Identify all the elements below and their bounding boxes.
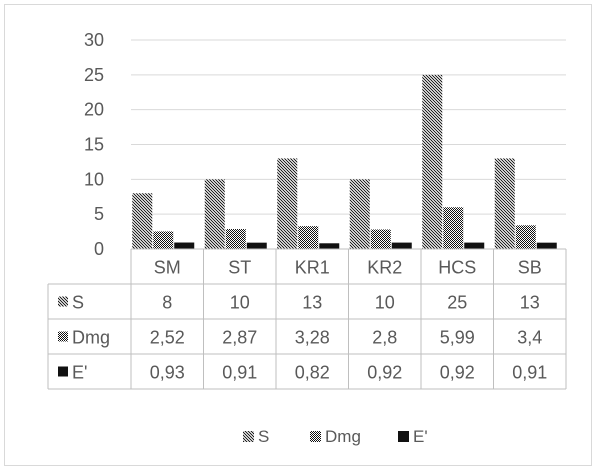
table-value: 2,8 [372,328,397,348]
bar-e-hcs [464,242,485,249]
table-series-label: S [72,293,84,313]
bar-dmg-kr2 [370,229,391,249]
bar-dmg-hcs [443,207,464,249]
legend-label: Dmg [325,427,361,446]
legend-key [310,431,321,442]
table-series-label: Dmg [72,328,110,348]
chart-border [4,4,592,466]
table-value: 8 [162,293,172,313]
y-tick-label: 20 [84,100,104,120]
table-value: 0,91 [512,363,547,383]
bar-e-kr2 [391,242,412,249]
y-tick-label: 0 [94,239,104,259]
bar-s-sm [132,193,153,249]
table-value: 0,93 [150,363,185,383]
bar-e-st [246,242,267,249]
category-label: KR1 [295,258,330,278]
table-value: 10 [230,293,250,313]
legend-key [243,431,254,442]
table-value: 0,82 [295,363,330,383]
table-value: 10 [375,293,395,313]
table-value: 2,52 [150,328,185,348]
table-value: 0,92 [440,363,475,383]
bar-e-kr1 [319,243,340,249]
table-value: 0,92 [367,363,402,383]
bar-dmg-kr1 [298,226,319,249]
bar-dmg-sm [153,231,174,249]
table-value: 25 [447,293,467,313]
category-label: SB [518,258,542,278]
y-tick-label: 25 [84,65,104,85]
bar-s-st [204,179,225,249]
category-label: KR2 [367,258,402,278]
y-tick-label: 5 [94,204,104,224]
y-tick-label: 30 [84,30,104,50]
table-legend-key [58,366,68,377]
legend-label: S [258,427,269,446]
legend-label: E' [413,427,428,446]
table-value: 13 [520,293,540,313]
y-tick-label: 15 [84,135,104,155]
category-label: HCS [438,258,476,278]
table-value: 3,4 [517,328,542,348]
table-series-label: E' [72,363,87,383]
table-legend-key [58,296,68,307]
bar-e-sm [174,242,195,249]
table-legend-key [58,331,68,342]
legend-key [398,431,409,442]
bar-dmg-st [225,229,246,249]
category-label: ST [228,258,251,278]
table-value: 0,91 [222,363,257,383]
table-value: 3,28 [295,328,330,348]
table-value: 5,99 [440,328,475,348]
category-label: SM [154,258,181,278]
y-tick-label: 10 [84,169,104,189]
bar-dmg-sb [515,225,536,249]
table-value: 13 [302,293,322,313]
table-value: 2,87 [222,328,257,348]
bar-s-kr1 [277,158,298,249]
bar-e-sb [536,242,557,249]
bar-s-kr2 [349,179,370,249]
bar-s-sb [494,158,515,249]
bar-s-hcs [422,74,443,249]
